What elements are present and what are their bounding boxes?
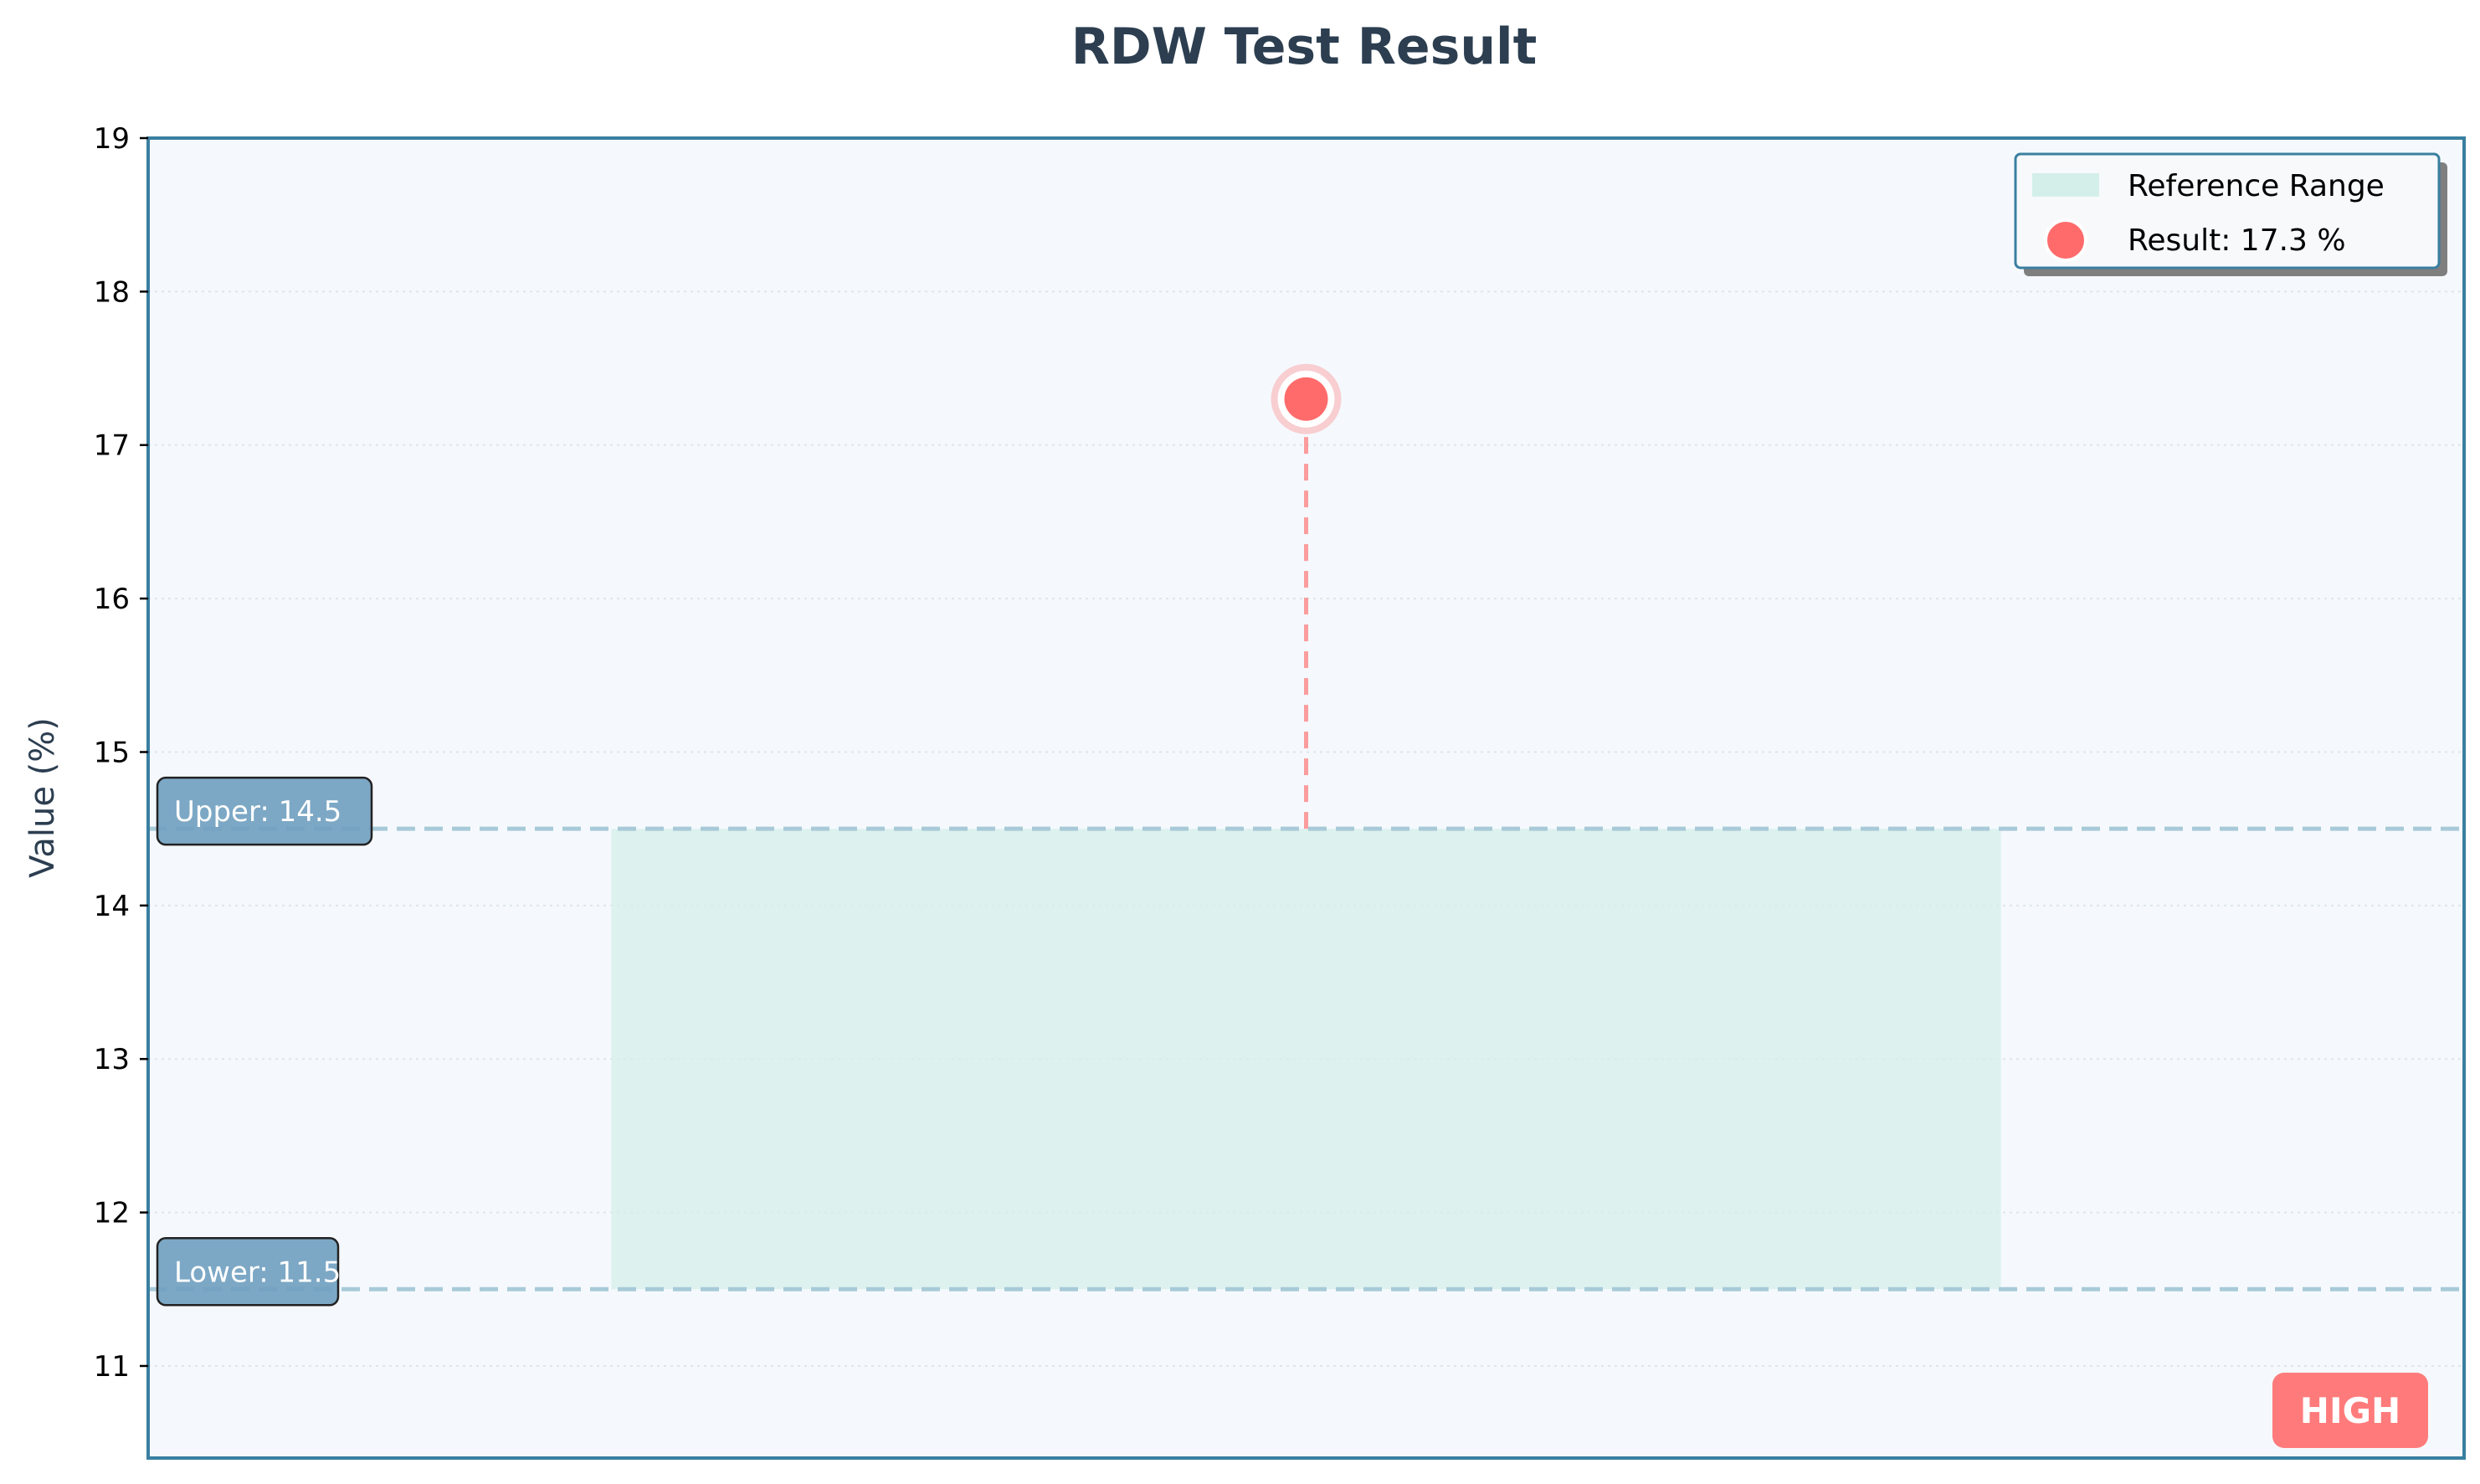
status-badge-box: [2272, 1373, 2428, 1448]
lower-bound-label: Lower: 11.5: [156, 1237, 341, 1307]
chart-title: RDW Test Result: [1071, 18, 1538, 76]
y-tick-label-12: 12: [94, 1197, 130, 1230]
lower-bound-label-text: Lower: 11.5: [174, 1255, 341, 1289]
y-tick-label-13: 13: [94, 1043, 130, 1076]
lower-bound-label-box: [156, 1237, 340, 1307]
y-tick-label-19: 19: [94, 122, 130, 156]
y-axis-ticks: 11 12 13 14 15 16 17 18 19: [94, 122, 148, 1384]
legend-result-swatch: [2044, 218, 2087, 262]
result-marker-point: [1284, 377, 1328, 421]
status-badge-text: HIGH: [2300, 1390, 2400, 1431]
plot-frame: [146, 136, 2466, 1460]
y-tick-label-14: 14: [94, 890, 130, 923]
y-tick-label-11: 11: [94, 1350, 130, 1384]
reference-range-layer: [148, 826, 2464, 1291]
upper-bound-label-box: [156, 776, 373, 846]
y-tick-label-17: 17: [94, 429, 130, 463]
y-axis-label: Value (%): [23, 717, 62, 878]
upper-bound-label: Upper: 14.5: [156, 776, 373, 846]
legend-box: [2014, 152, 2441, 270]
y-tick-label-16: 16: [94, 583, 130, 616]
reference-range-band: [611, 829, 2001, 1290]
y-tick-label-15: 15: [94, 736, 130, 769]
bound-labels: Upper: 14.5 Lower: 11.5: [156, 776, 373, 1307]
y-tick-label-18: 18: [94, 275, 130, 309]
status-badge: HIGH: [2272, 1373, 2428, 1448]
result-marker-layer: [1271, 363, 1342, 829]
legend-reference-range-swatch: [2032, 173, 2099, 197]
legend-reference-range-label: Reference Range: [2128, 169, 2385, 203]
upper-bound-label-text: Upper: 14.5: [174, 795, 341, 829]
legend-result-label: Result: 17.3 %: [2128, 223, 2346, 258]
legend: Reference Range Result: 17.3 %: [2014, 152, 2447, 276]
